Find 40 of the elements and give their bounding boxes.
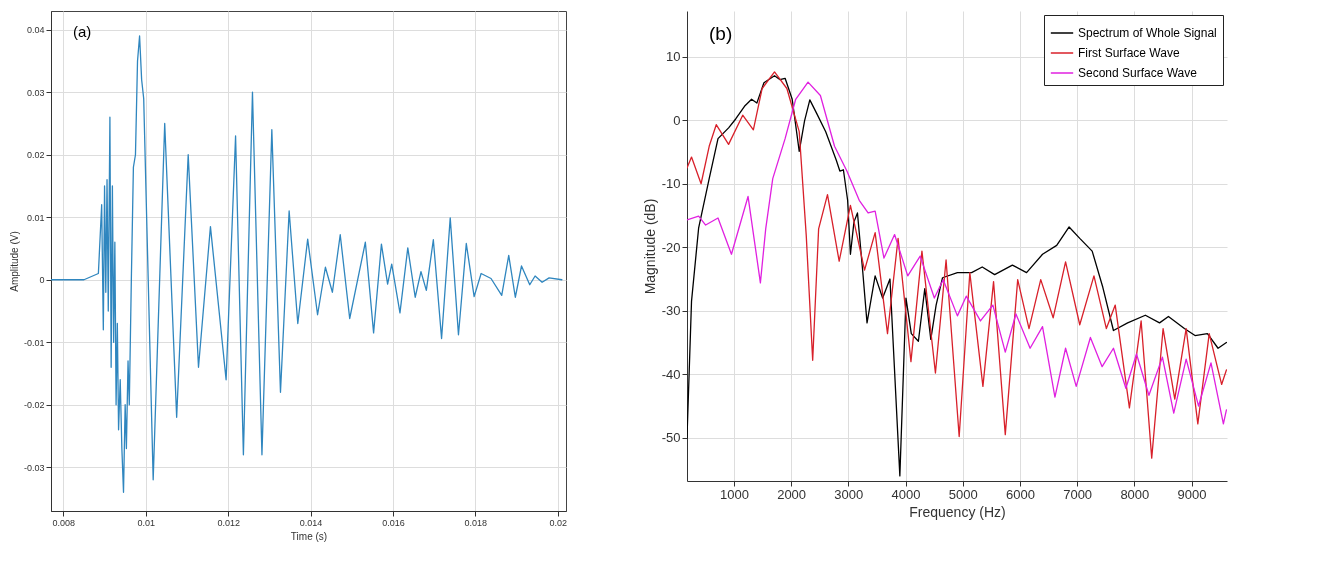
legend-label: Spectrum of Whole Signal xyxy=(1078,26,1217,40)
y-tick-label: -40 xyxy=(661,366,681,382)
annotation: (a) xyxy=(73,23,92,40)
x-tick-label: 4000 xyxy=(891,486,921,502)
y-axis-title: Magnitude (dB) xyxy=(641,198,658,295)
y-tick-label: -0.01 xyxy=(23,337,45,348)
y-tick-label: -30 xyxy=(661,303,681,319)
y-tick-label: -50 xyxy=(661,430,681,446)
x-tick-label: 1000 xyxy=(719,486,749,502)
x-tick-label: 5000 xyxy=(948,486,978,502)
y-tick-label: 0 xyxy=(673,112,681,128)
x-tick-label: 0.012 xyxy=(217,517,240,528)
x-tick-label: 9000 xyxy=(1177,486,1207,502)
x-tick-label: 6000 xyxy=(1005,486,1035,502)
x-tick-label: 0.01 xyxy=(137,517,156,528)
x-tick-label: 0.014 xyxy=(299,517,323,528)
legend-label: First Surface Wave xyxy=(1078,46,1180,60)
x-axis-title: Frequency (Hz) xyxy=(909,503,1006,520)
x-tick-label: 7000 xyxy=(1063,486,1093,502)
y-tick-label: 0.03 xyxy=(26,87,45,98)
y-tick-label: -20 xyxy=(661,239,681,255)
x-tick-label: 0.018 xyxy=(464,517,488,528)
x-tick-label: 0.008 xyxy=(52,517,76,528)
y-tick-label: -0.02 xyxy=(23,400,45,411)
y-tick-label: 0.02 xyxy=(26,150,45,161)
legend-label: Second Surface Wave xyxy=(1078,66,1198,80)
x-axis-title: Time (s) xyxy=(290,530,328,542)
annotation: (b) xyxy=(709,23,733,44)
y-tick-label: 10 xyxy=(666,49,681,65)
y-tick-label: 0 xyxy=(39,275,45,286)
x-tick-label: 0.02 xyxy=(549,517,568,528)
y-axis-title: Amplitude (V) xyxy=(8,231,20,292)
y-tick-label: 0.04 xyxy=(26,25,45,36)
y-tick-label: -10 xyxy=(661,176,681,192)
y-tick-label: 0.01 xyxy=(26,212,45,223)
x-tick-label: 8000 xyxy=(1120,486,1150,502)
y-tick-label: -0.03 xyxy=(23,462,45,473)
x-tick-label: 3000 xyxy=(834,486,864,502)
x-tick-label: 0.016 xyxy=(382,517,405,528)
x-tick-label: 2000 xyxy=(777,486,807,502)
